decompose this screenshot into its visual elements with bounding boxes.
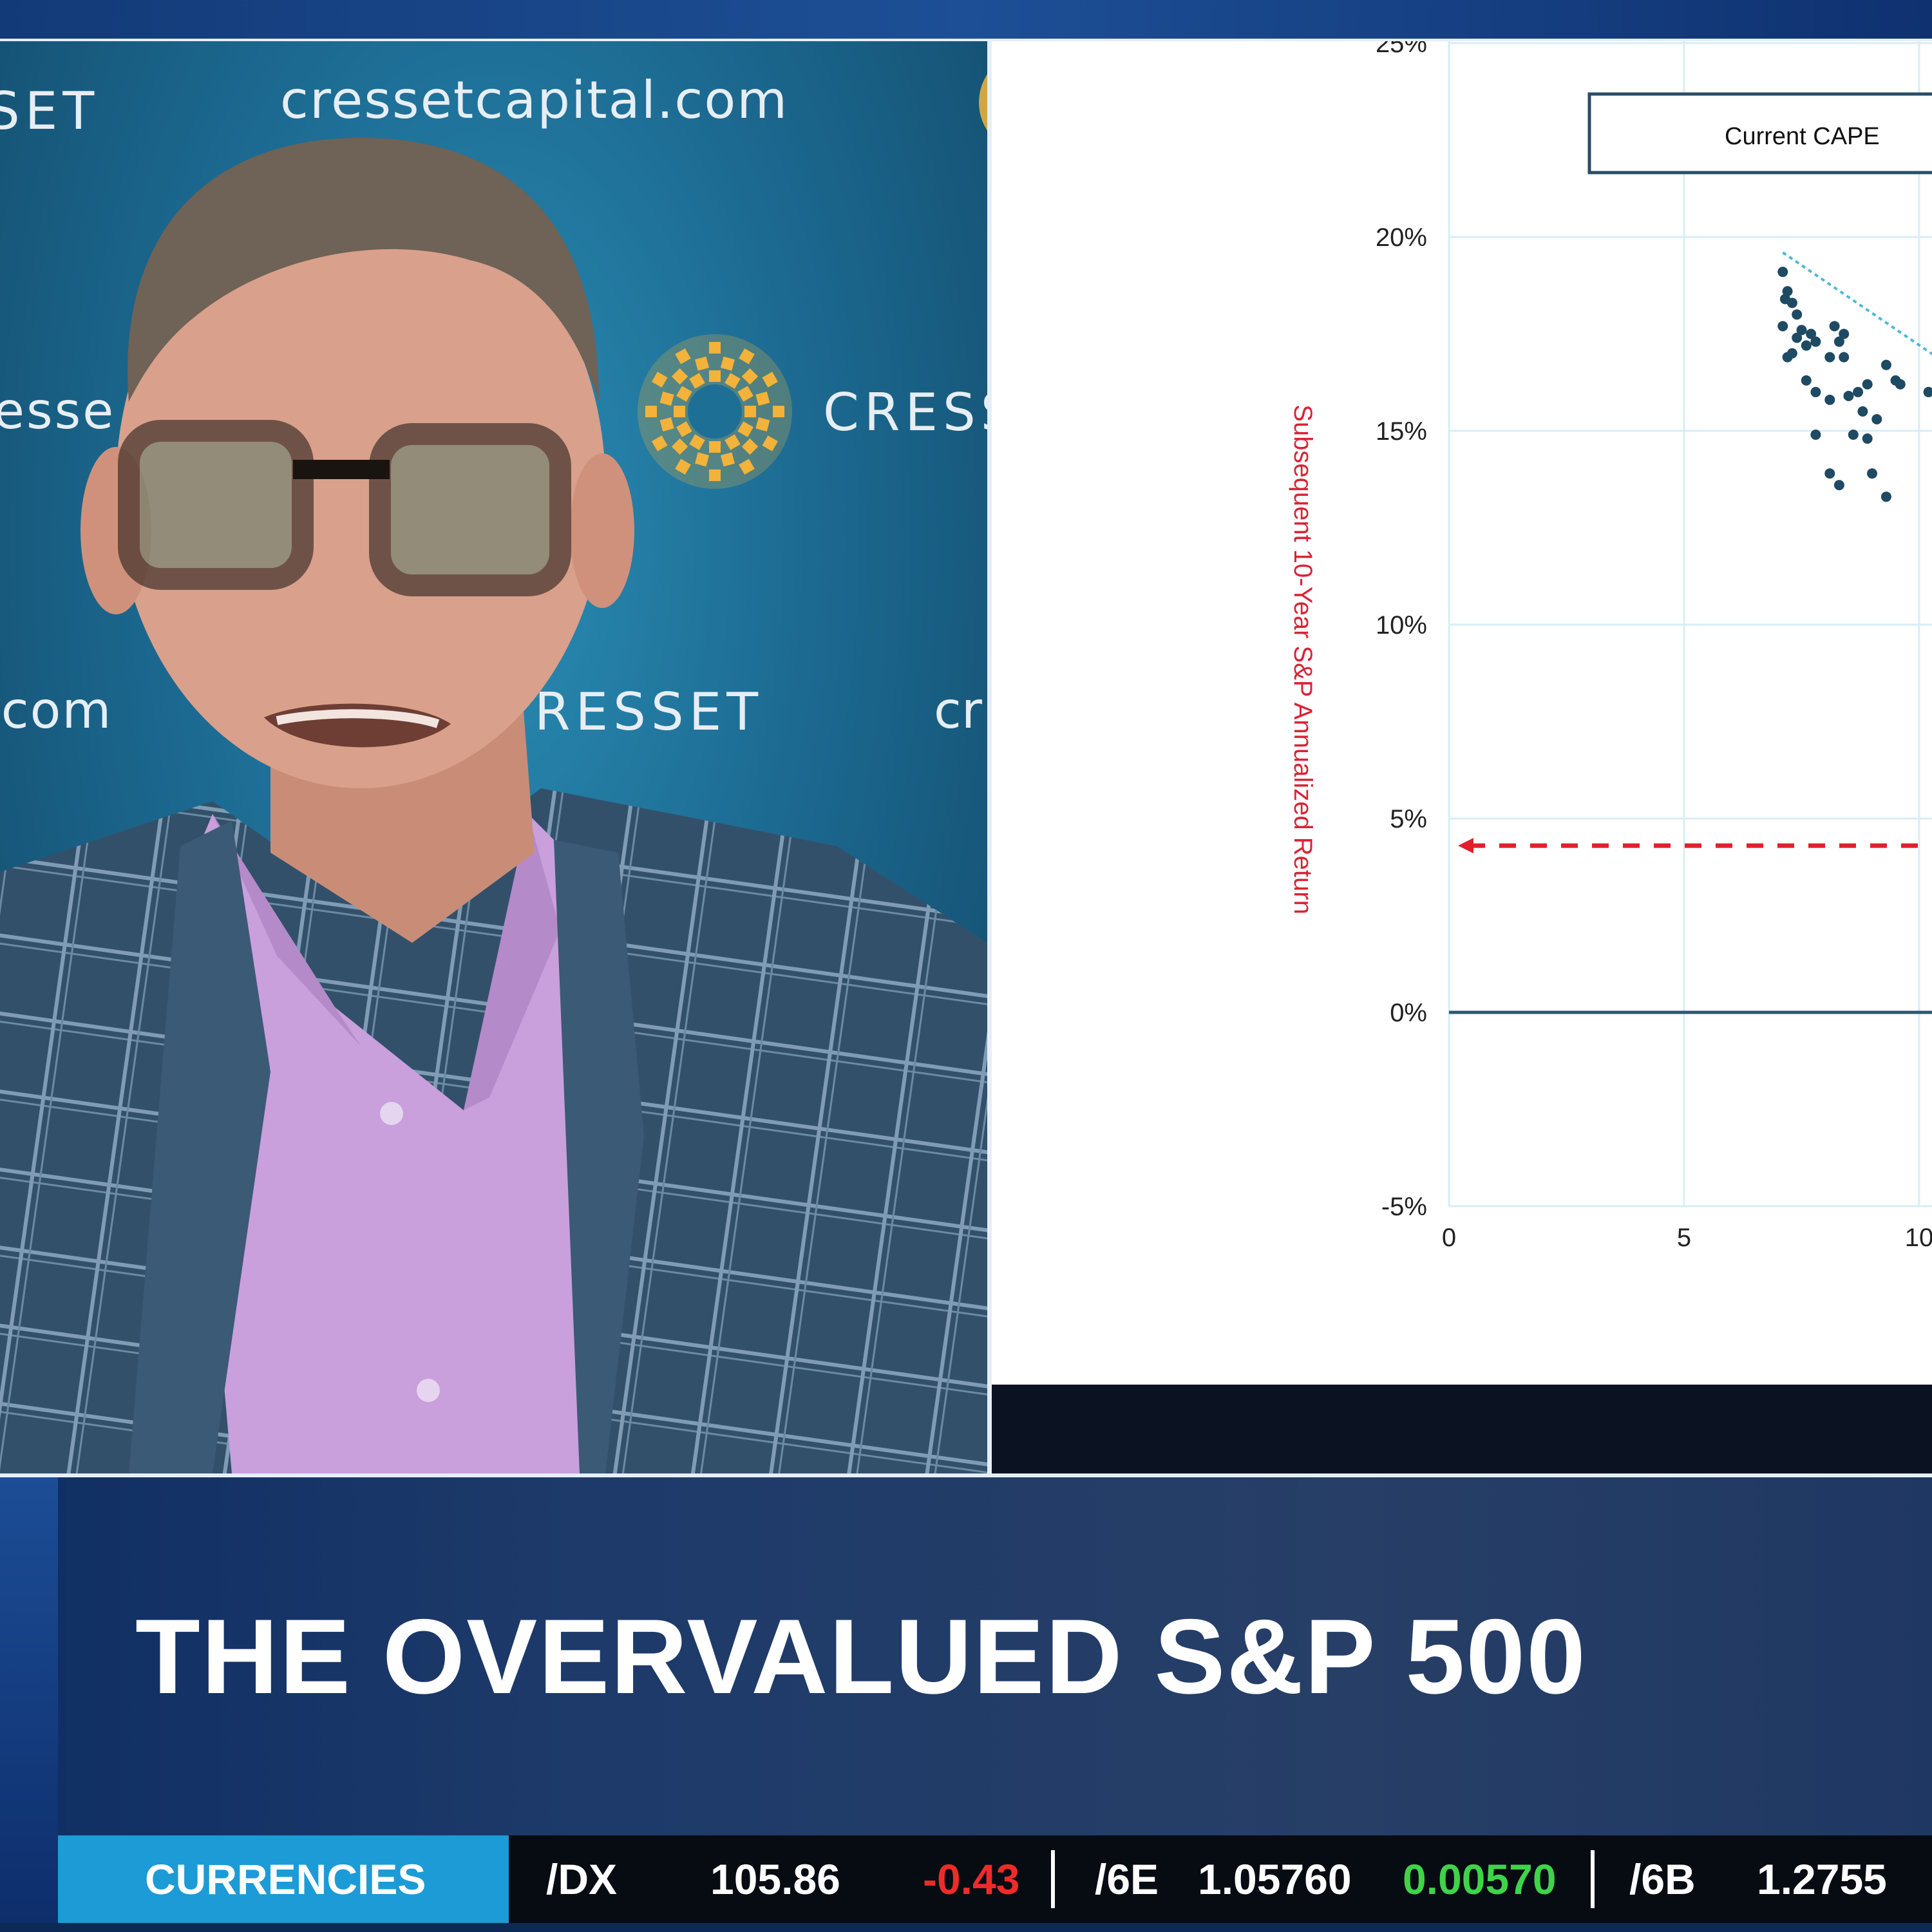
background-watermark: cr (934, 682, 982, 740)
data-point (1824, 352, 1835, 363)
annotation-label: Current CAPE (1725, 123, 1880, 150)
x-tick-label: 10 (1905, 1224, 1932, 1252)
data-point (1782, 286, 1793, 297)
reference-line (1458, 838, 1932, 854)
y-tick-label: 15% (1376, 417, 1427, 446)
background-watermark: SET (0, 81, 100, 141)
background-watermark: esse (0, 383, 116, 440)
ticker-price: 1.05760 (1198, 1855, 1352, 1903)
y-axis-label: Subsequent 10-Year S&P Annualized Return (1289, 404, 1317, 914)
market-ticker: CURRENCIES (58, 1835, 1932, 1923)
data-point (1829, 321, 1840, 332)
data-point (1792, 309, 1803, 320)
trendline-dotted (1782, 251, 1932, 355)
ticker-separator (1591, 1850, 1595, 1908)
data-point (1839, 328, 1850, 339)
data-point (1895, 379, 1906, 390)
ticker-category-label: CURRENCIES (58, 1835, 509, 1923)
guest-video-panel: SET cressetcapital.com esse CRESS .com R… (0, 41, 987, 1473)
headline: THE OVERVALUED S&P 500 (135, 1597, 1587, 1716)
data-point (1810, 336, 1821, 347)
chart-grid (1448, 41, 1932, 1208)
background-watermark: CRESS (823, 383, 987, 442)
y-tick-label: 20% (1376, 223, 1427, 252)
background-watermark: RESSET (535, 682, 764, 742)
y-tick-label: 0% (1390, 999, 1427, 1027)
data-point (1801, 375, 1812, 386)
data-point (1810, 386, 1821, 397)
ticker-change: -0.43 (923, 1855, 1020, 1903)
data-point (1833, 336, 1844, 347)
data-point (1806, 328, 1817, 339)
data-point (1777, 321, 1788, 332)
y-tick-label: 10% (1376, 611, 1427, 639)
ticker-symbol: /DX (546, 1855, 618, 1903)
y-tick-label: 5% (1390, 805, 1427, 833)
cape-scatter-chart: 25% 20% 15% 10% 5% 0% -5% 0 5 10 Subsequent 10-Y… (1289, 41, 1932, 1252)
lower-third-accent (0, 1477, 58, 1932)
ticker-price: 105.86 (710, 1855, 840, 1903)
data-point (1853, 386, 1864, 397)
reference-arrow-icon (1458, 838, 1473, 854)
data-point (1801, 340, 1812, 351)
data-point (1923, 386, 1932, 397)
ticker-symbol: /6B (1629, 1855, 1696, 1903)
chart-panel: 25% 20% 15% 10% 5% 0% -5% 0 5 10 Subsequent 10-Y… (992, 41, 1932, 1385)
data-point (1880, 359, 1891, 370)
cresset-logo-partial-icon (979, 74, 987, 131)
lower-third-banner (0, 1477, 1932, 1835)
y-tick-label: -5% (1381, 1193, 1427, 1221)
background-watermark: cressetcapital.com (280, 70, 789, 130)
ticker-separator (1051, 1850, 1055, 1908)
data-point (1871, 413, 1882, 424)
data-point (1880, 491, 1891, 502)
x-tick-label: 5 (1677, 1224, 1691, 1252)
y-tick-label: 25% (1376, 41, 1427, 58)
data-point (1862, 379, 1873, 390)
data-point (1843, 390, 1854, 401)
top-banner (0, 0, 1932, 40)
data-point (1867, 468, 1877, 479)
data-point (1862, 433, 1873, 444)
screen-bottom-edge (0, 1923, 1932, 1932)
background-watermark: .com (0, 682, 113, 740)
chart-bottom-strip (992, 1385, 1932, 1473)
x-tick-label: 0 (1442, 1224, 1456, 1252)
data-point (1786, 298, 1797, 308)
panel-divider (987, 41, 992, 1473)
current-cape-annotation: Current CAPE (1587, 92, 1932, 175)
data-point (1824, 394, 1835, 405)
data-point (1857, 406, 1868, 417)
y-axis-ticks: 25% 20% 15% 10% 5% 0% -5% (1376, 41, 1427, 1221)
data-point (1796, 325, 1807, 336)
data-point (1848, 430, 1859, 440)
ticker-change: 0.00570 (1403, 1855, 1557, 1903)
frame-border-top (0, 39, 1932, 41)
data-point (1824, 468, 1835, 479)
guest-person-image (0, 138, 987, 1473)
scatter-points (1777, 267, 1932, 502)
data-point (1833, 480, 1844, 491)
data-point (1777, 267, 1788, 278)
trendline (1782, 251, 1932, 355)
data-point (1810, 430, 1821, 440)
x-axis-ticks: 0 5 10 (1442, 1224, 1932, 1252)
data-point (1839, 352, 1850, 363)
ticker-symbol: /6E (1095, 1855, 1159, 1903)
cresset-logo-icon (638, 334, 792, 489)
data-point (1782, 352, 1793, 363)
data-point (1792, 332, 1803, 343)
ticker-price: 1.2755 (1757, 1855, 1887, 1903)
frame-border-bottom (0, 1473, 1932, 1477)
